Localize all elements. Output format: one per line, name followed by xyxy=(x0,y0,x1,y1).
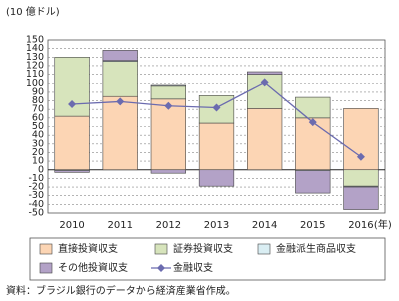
legend-label: 金融派生商品収支 xyxy=(276,242,356,255)
y-tick-label: 110 xyxy=(26,69,44,80)
bar-segment xyxy=(150,85,186,100)
bar-segment xyxy=(247,108,283,171)
legend-label: 直接投資収支 xyxy=(58,242,118,255)
line-marker xyxy=(68,100,77,109)
bar-segment xyxy=(198,122,235,171)
y-tick-label: 60 xyxy=(32,112,44,123)
legend-swatch xyxy=(257,243,271,255)
x-tick-label: 2011 xyxy=(107,220,132,231)
y-tick-label: 0 xyxy=(38,164,44,175)
y-tick-label: 90 xyxy=(32,86,44,97)
line-marker xyxy=(260,78,269,87)
y-tick-label: 80 xyxy=(32,95,44,106)
x-tick-label: 2010 xyxy=(59,220,84,231)
line-marker xyxy=(356,152,365,161)
legend-label: 証券投資収支 xyxy=(173,242,233,255)
legend-swatch xyxy=(154,243,168,255)
bar-segment xyxy=(150,98,186,171)
y-tick-label: -50 xyxy=(28,208,44,219)
bar-segment xyxy=(102,61,138,97)
line-marker xyxy=(116,97,125,106)
x-tick-label: 2015 xyxy=(300,220,325,231)
unit-label: (10 億ドル) xyxy=(6,5,60,18)
y-tick-label: 40 xyxy=(32,130,44,141)
line-marker xyxy=(308,118,317,127)
y-tick-label: 70 xyxy=(32,104,44,115)
bar-segment xyxy=(102,50,138,62)
y-tick-label: 20 xyxy=(32,147,44,158)
x-tick-label: 2014 xyxy=(252,220,277,231)
y-tick-label: -40 xyxy=(28,199,44,210)
line-marker xyxy=(164,101,173,110)
bar-segment xyxy=(150,169,186,174)
bar-segment xyxy=(295,96,331,119)
y-tick-label: 30 xyxy=(32,138,44,149)
legend-box xyxy=(29,237,386,281)
line-marker xyxy=(212,103,221,112)
legend-marker xyxy=(157,264,165,272)
legend-swatch xyxy=(39,262,53,274)
y-tick-label: -10 xyxy=(28,173,44,184)
y-tick-label: 10 xyxy=(32,156,44,167)
source-note: 資料：ブラジル銀行のデータから経済産業省作成。 xyxy=(6,284,236,297)
legend-label: その他投資収支 xyxy=(58,261,128,274)
bar-segment xyxy=(198,169,235,187)
bar-segment xyxy=(247,71,283,75)
y-tick-label: 140 xyxy=(26,43,44,54)
bar-segment xyxy=(295,170,331,194)
bar-segment xyxy=(343,169,379,187)
x-tick-label: 2013 xyxy=(204,220,229,231)
bar-segment xyxy=(343,186,379,210)
bar-segment xyxy=(102,95,138,171)
bar-segment xyxy=(54,170,90,173)
legend-swatch xyxy=(39,243,53,255)
y-tick-label: -30 xyxy=(28,190,44,201)
x-tick-label: 2012 xyxy=(156,220,181,231)
y-tick-label: 50 xyxy=(32,121,44,132)
y-tick-label: 130 xyxy=(26,52,44,63)
y-tick-label: 100 xyxy=(26,78,44,89)
x-unit: (年) xyxy=(374,218,392,231)
legend-label: 金融収支 xyxy=(173,261,213,274)
y-tick-label: 150 xyxy=(26,35,44,46)
bar-segment xyxy=(150,84,186,87)
y-tick-label: 120 xyxy=(26,60,44,71)
bar-segment xyxy=(54,115,90,171)
y-tick-label: -20 xyxy=(28,182,44,193)
x-tick-label: 2016 xyxy=(348,220,373,231)
